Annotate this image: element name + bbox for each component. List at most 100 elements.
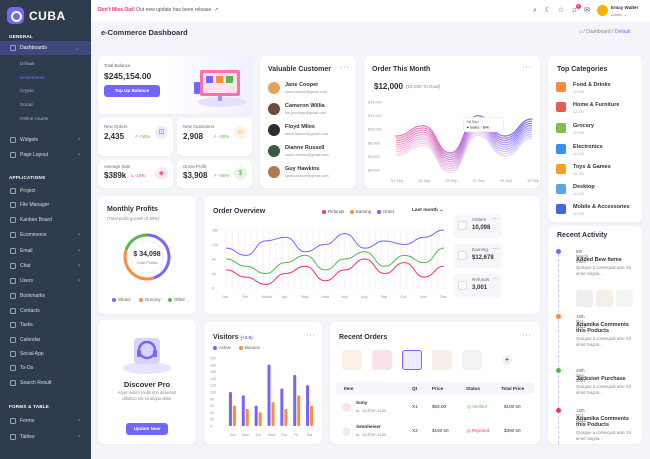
table-row[interactable]: Sony Id : #CFDE-2163 X1 $56.00 ◎ Verifie…	[336, 398, 534, 418]
product-id: Id : #CFDE-2163	[356, 432, 387, 437]
x-tick-label: Jan	[222, 295, 228, 299]
series-line	[395, 114, 533, 154]
sub-item-crypto[interactable]: Crypto	[20, 88, 34, 93]
sub-item-default[interactable]: Default	[20, 61, 35, 66]
section-general: GENERAL	[9, 34, 33, 39]
sidebar-item-dashboards[interactable]: Dashboards ⌄	[0, 41, 91, 55]
column-header: Total Price	[501, 386, 525, 391]
bar-active	[228, 392, 232, 426]
sidebar-item-email[interactable]: Email ›	[0, 244, 91, 258]
timeline-dot	[556, 368, 561, 373]
customer-name[interactable]: Jane Cooper	[285, 82, 319, 88]
stat-label: Gross Profit	[183, 164, 207, 169]
legend-refunds: Refunds	[322, 209, 344, 214]
x-tick-label: Feb	[242, 295, 249, 299]
update-notice[interactable]: Don't Miss Out! Out new update has been …	[98, 7, 218, 13]
breadcrumb-dashboard[interactable]: Dashboard	[586, 29, 611, 35]
more-icon[interactable]: ···	[340, 64, 350, 71]
chat-icon[interactable]: ✉	[584, 7, 590, 14]
stat-value: $12,678	[472, 255, 494, 261]
sidebar-item-calendar[interactable]: Calendar	[0, 333, 91, 347]
sidebar: CUBA GENERAL Dashboards ⌄ Default Ecommer…	[0, 0, 91, 459]
tooltip-date: 06 Sep	[467, 120, 479, 124]
electronics-icon	[556, 144, 566, 154]
product-thumb[interactable]	[432, 350, 452, 370]
user-name[interactable]: Emay Walter	[611, 5, 639, 10]
y-tick-label: 16k	[212, 229, 218, 233]
add-icon[interactable]: +	[502, 355, 512, 365]
product-thumb[interactable]	[372, 350, 392, 370]
home-icon	[10, 45, 16, 51]
sidebar-item-page-layout[interactable]: Page Layout ›	[0, 148, 91, 162]
x-tick-label: Tue	[255, 433, 261, 437]
bell-icon[interactable]: ♫ 1	[571, 4, 581, 14]
more-icon[interactable]: ···	[306, 332, 316, 339]
table-row[interactable]: Sennheiser Id : #CFDE-2163 X2 $150.00 ◎ …	[336, 422, 534, 442]
sidebar-item-tasks[interactable]: Tasks	[0, 318, 91, 332]
range-dropdown[interactable]: Last month ⌄	[412, 208, 443, 213]
y-tick-label: 160	[210, 370, 216, 374]
update-now-button[interactable]: Update Now	[126, 423, 168, 435]
customer-name[interactable]: Cameron Willia	[285, 103, 325, 109]
moon-icon[interactable]: ☾	[544, 7, 552, 14]
x-tick-label: May	[301, 295, 308, 299]
more-icon[interactable]: ···	[522, 332, 532, 339]
valuable-customer-card: Valuable Customer ··· Jane Cooper alma.l…	[260, 56, 356, 188]
star-icon[interactable]: ☆	[557, 7, 565, 14]
top-up-button[interactable]: Top Up Balance	[104, 85, 160, 97]
sidebar-item-bookmarks[interactable]: Bookmarks	[0, 289, 91, 303]
product-thumb[interactable]	[342, 350, 362, 370]
x-tick-label: Oct	[400, 295, 407, 299]
customer-name[interactable]: Guy Hawkins	[285, 166, 320, 172]
y-tick-label: 180	[210, 363, 216, 367]
price: $56.00	[432, 404, 447, 409]
widgets-icon	[10, 137, 16, 143]
sidebar-item-chat[interactable]: Chat ›	[0, 259, 91, 273]
product-thumb[interactable]	[402, 350, 422, 370]
y-tick-label: 140	[210, 377, 216, 381]
sidebar-item-tables[interactable]: Tables ›	[0, 430, 91, 444]
legend-bounce: Bounce	[239, 345, 260, 350]
sidebar-item-forms[interactable]: Forms ›	[0, 414, 91, 428]
sidebar-item-file-manager[interactable]: File Manager	[0, 198, 91, 212]
category-name: Grocery	[573, 123, 595, 129]
profit-icon: $	[234, 167, 247, 180]
sub-item-ecommerce[interactable]: Ecommerce	[20, 75, 45, 80]
tables-icon	[10, 434, 16, 440]
home-icon[interactable]: ⌂	[579, 29, 583, 35]
product-thumb[interactable]	[462, 350, 482, 370]
more-icon[interactable]: ···	[493, 216, 498, 222]
sidebar-item-project[interactable]: Project	[0, 184, 91, 198]
legend-label: Earning	[356, 209, 372, 214]
stat-label: Earning	[472, 247, 488, 252]
avatar[interactable]	[597, 5, 608, 16]
sidebar-item-users[interactable]: Users ›	[0, 274, 91, 288]
bar-bounce	[271, 402, 275, 426]
brand-logo[interactable]: CUBA	[7, 7, 66, 24]
sidebar-item-search-result[interactable]: Search Result	[0, 376, 91, 390]
customer-name[interactable]: Floyd Miles	[285, 124, 315, 130]
stat-change: ↗ +50%	[134, 134, 151, 139]
sub-item-online-course[interactable]: Online course	[20, 116, 49, 121]
sidebar-item-social-app[interactable]: Social App	[0, 347, 91, 361]
data-point	[395, 135, 397, 137]
sidebar-item-contacts[interactable]: Contacts	[0, 304, 91, 318]
more-icon[interactable]: ···	[522, 64, 532, 71]
search-icon[interactable]: ⌕	[533, 7, 537, 14]
customer-name[interactable]: Dianne Russell	[285, 145, 325, 151]
x-tick-label: 07 Sep	[473, 179, 485, 183]
sidebar-item-widgets[interactable]: Widgets ›	[0, 133, 91, 147]
sidebar-item-todo[interactable]: To-Do	[0, 361, 91, 375]
stat-card-gross-profit: Gross Profit $3,908 ↗ +80% $	[177, 160, 252, 188]
column-header: Qt	[412, 386, 418, 391]
visitors-title: Visitors	[213, 334, 239, 341]
headset-illustration	[123, 338, 171, 374]
more-icon[interactable]: ···	[493, 276, 498, 282]
stat-refunds: Refunds 3,001 ···	[454, 274, 502, 298]
more-icon[interactable]: ···	[493, 246, 498, 252]
section-forms-table: FORMS & TABLE	[9, 404, 50, 409]
sidebar-item-kanban[interactable]: Kanban Board	[0, 213, 91, 227]
sidebar-item-ecommerce[interactable]: Ecommerce ›	[0, 228, 91, 242]
sub-item-social[interactable]: Social	[20, 102, 33, 107]
stat-card-customers: New Customers 2,908 ↗ +20% ☺	[177, 118, 252, 156]
